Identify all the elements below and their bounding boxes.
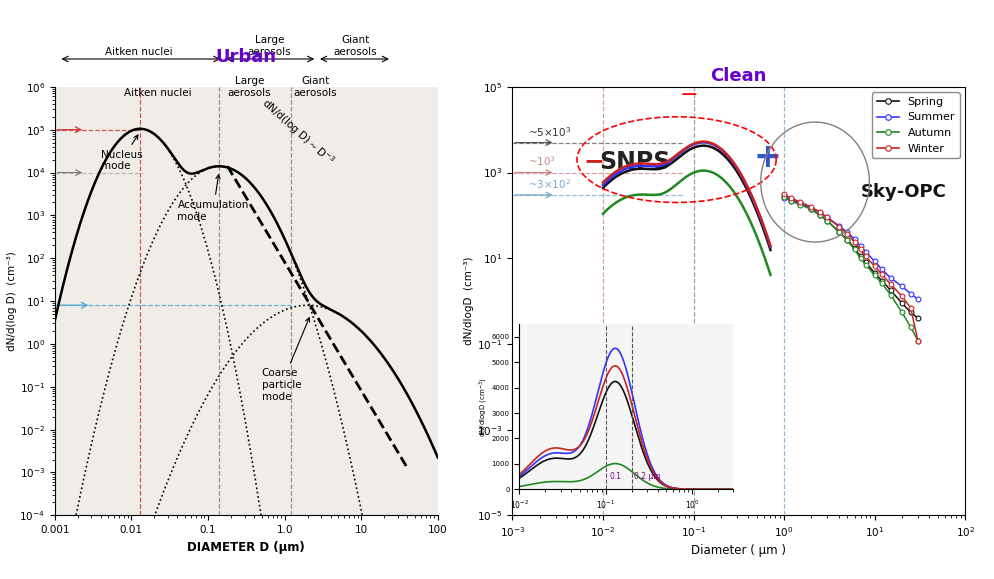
X-axis label: Diameter ( μm ): Diameter ( μm ) <box>691 544 785 558</box>
Y-axis label: dN/d(log D)  (cm⁻³): dN/d(log D) (cm⁻³) <box>7 251 17 351</box>
Y-axis label: dN/dlogD  (cm⁻³): dN/dlogD (cm⁻³) <box>464 257 474 345</box>
X-axis label: DIAMETER D (μm): DIAMETER D (μm) <box>187 541 305 554</box>
Text: ~5$\times$10$^3$: ~5$\times$10$^3$ <box>528 125 572 138</box>
Text: Aitken nuclei: Aitken nuclei <box>124 88 192 98</box>
Title: Clean: Clean <box>710 67 766 85</box>
Text: Accumulation
mode: Accumulation mode <box>177 175 248 222</box>
Text: 0.1: 0.1 <box>608 472 620 481</box>
Text: 0.2 μm: 0.2 μm <box>633 472 660 481</box>
Text: Coarse
particle
mode: Coarse particle mode <box>261 318 309 402</box>
Text: +: + <box>752 141 780 174</box>
Y-axis label: dN/dlogD (cm$^{-3}$): dN/dlogD (cm$^{-3}$) <box>477 377 490 437</box>
Text: Nucleus
mode: Nucleus mode <box>100 135 142 171</box>
Text: Sky-OPC: Sky-OPC <box>860 183 945 201</box>
Text: ~10$^3$: ~10$^3$ <box>528 155 556 168</box>
Text: −: − <box>582 149 603 174</box>
Text: Giant
aerosoIs: Giant aerosoIs <box>293 76 337 98</box>
Text: −: − <box>679 85 698 105</box>
Text: dN/d(log D)$\sim$D$^{-3}$: dN/d(log D)$\sim$D$^{-3}$ <box>257 96 337 169</box>
Legend: Spring, Summer, Autumn, Winter: Spring, Summer, Autumn, Winter <box>871 93 958 158</box>
Text: Large
aerosoIs: Large aerosoIs <box>248 35 291 57</box>
Text: Giant
aerosoIs: Giant aerosoIs <box>333 35 377 57</box>
Title: Urban: Urban <box>216 48 276 66</box>
Text: Aitken nuclei: Aitken nuclei <box>105 47 173 57</box>
Text: SNPS: SNPS <box>598 149 670 174</box>
Text: Large
aerosoIs: Large aerosoIs <box>228 76 271 98</box>
Text: ~3$\times$10$^2$: ~3$\times$10$^2$ <box>528 177 571 191</box>
